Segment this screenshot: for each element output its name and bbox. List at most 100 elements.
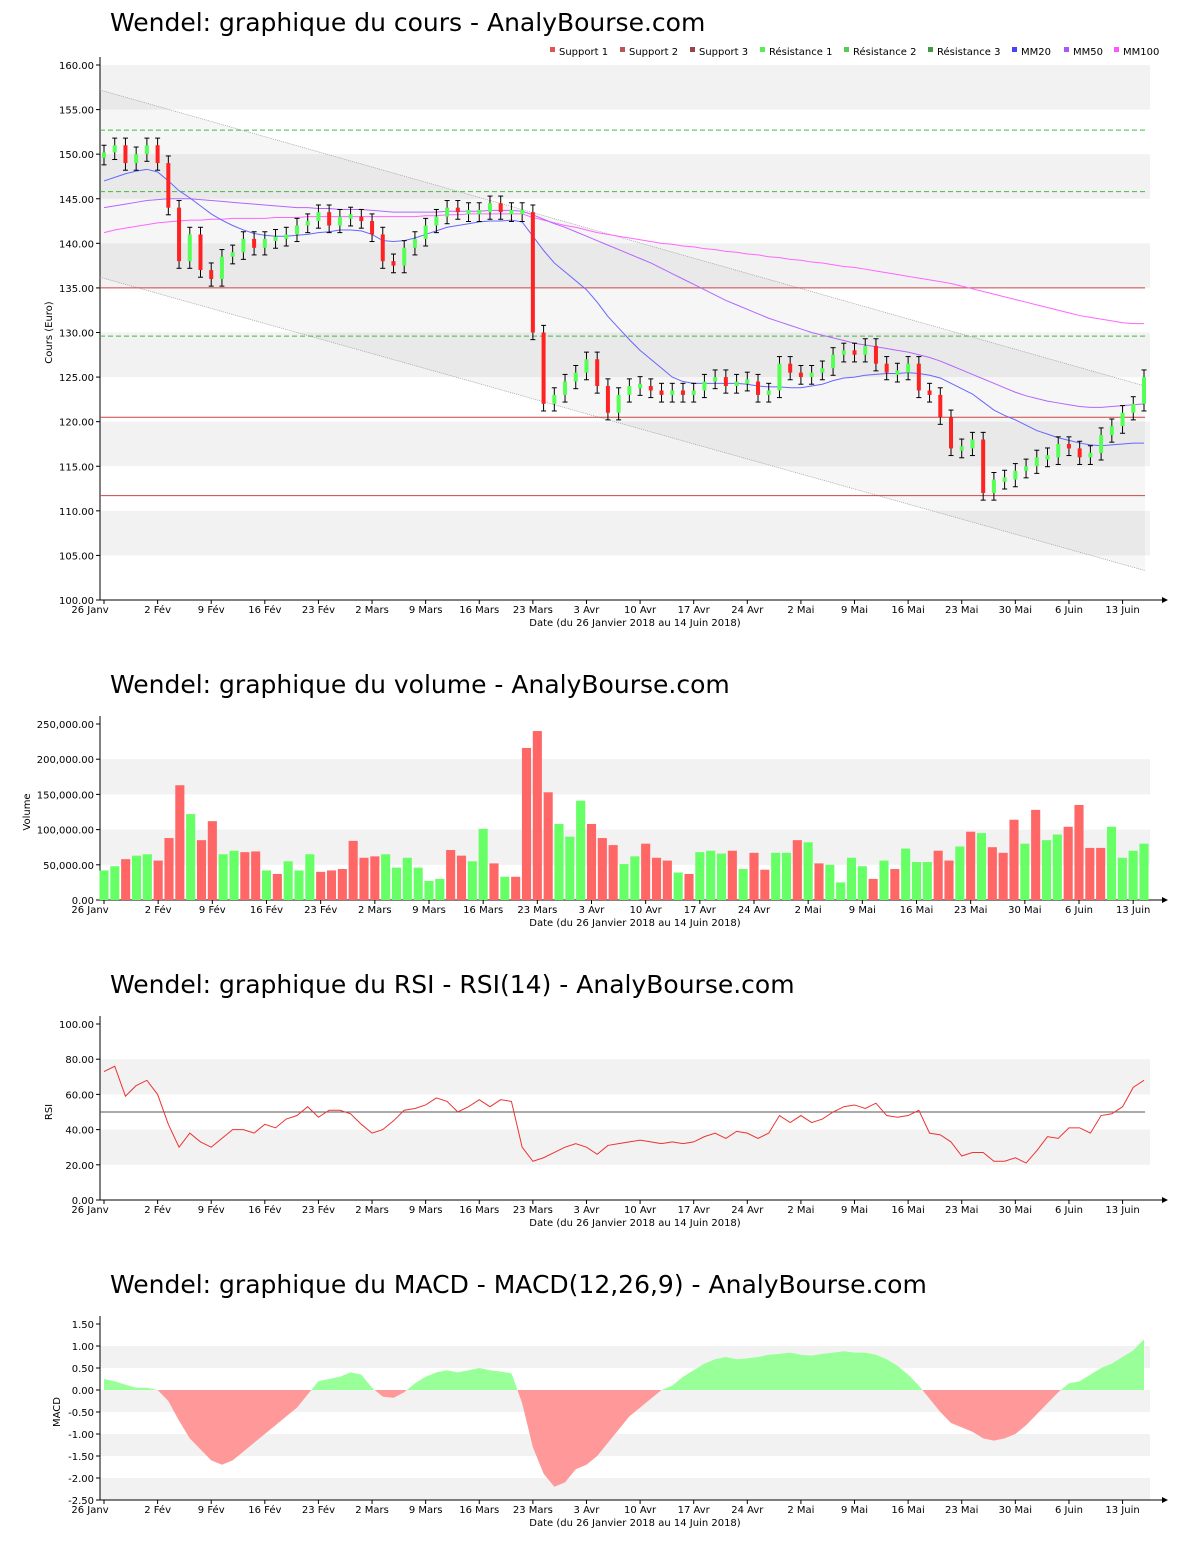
candle-body	[402, 247, 407, 266]
x-tick-label: 16 Mai	[891, 1205, 924, 1216]
volume-bar	[901, 848, 911, 900]
volume-bar	[1074, 804, 1084, 900]
x-tick-label: 3 Avr	[579, 905, 606, 916]
legend-swatch	[844, 47, 849, 52]
candle-body	[745, 379, 750, 384]
macd-chart-title: Wendel: graphique du MACD - MACD(12,26,9…	[110, 1270, 927, 1299]
volume-bar	[749, 852, 759, 900]
candle-body	[1056, 443, 1061, 458]
volume-bar	[240, 852, 250, 900]
candle-body	[1066, 443, 1071, 449]
grid-band	[100, 759, 1150, 795]
legend-swatch	[1064, 47, 1069, 52]
candle-body	[552, 394, 557, 404]
candle-body	[1088, 452, 1093, 458]
candle-body	[509, 209, 514, 215]
candle-body	[638, 383, 643, 389]
x-tick-label: 17 Avr	[678, 605, 711, 616]
y-tick-label: -1.50	[68, 1452, 94, 1463]
mm100-line	[103, 213, 1144, 325]
macd-positive-area	[1060, 1339, 1144, 1390]
rsi-chart-panel: Wendel: graphique du RSI - RSI(14) - Ana…	[0, 950, 1200, 1240]
x-tick-label: 16 Mars	[459, 605, 499, 616]
candle-body	[273, 236, 278, 242]
volume-bar	[673, 872, 683, 900]
x-tick-label: 23 Fév	[302, 1204, 335, 1216]
volume-bar	[446, 850, 456, 900]
price-chart-panel: Wendel: graphique du cours - AnalyBourse…	[0, 0, 1200, 640]
volume-bar	[868, 878, 878, 900]
macd-positive-area	[406, 1368, 518, 1390]
candle-body	[777, 363, 782, 391]
candle-body	[541, 332, 546, 404]
candle-body	[477, 209, 482, 215]
candle-body	[820, 368, 825, 373]
x-tick-label: 9 Fév	[198, 1504, 225, 1516]
candle-body	[1120, 412, 1125, 427]
volume-bar	[1020, 843, 1030, 900]
x-tick-label: 2 Mai	[795, 905, 822, 916]
y-tick-label: 0.00	[72, 1196, 94, 1207]
y-axis-title: RSI	[44, 1104, 55, 1120]
volume-bar	[695, 852, 705, 900]
volume-bar	[229, 850, 239, 900]
volume-bar	[651, 857, 662, 900]
grid-band	[100, 510, 1150, 556]
x-tick-label: 30 Mai	[999, 605, 1032, 616]
volume-bar	[370, 856, 380, 900]
candle-body	[573, 372, 578, 382]
volume-bar	[641, 843, 651, 900]
grid-band	[100, 1059, 1150, 1095]
x-tick-label: 16 Mars	[463, 905, 503, 916]
candle-body	[680, 390, 685, 395]
x-tick-label: 26 Janv	[71, 905, 108, 916]
macd-negative-area	[157, 1390, 312, 1465]
x-tick-label: 16 Mai	[900, 905, 933, 916]
x-tick-label: 23 Mars	[513, 1505, 553, 1516]
candle-body	[605, 386, 610, 413]
macd-positive-area	[104, 1379, 158, 1390]
x-axis-arrow	[1162, 597, 1168, 603]
x-tick-label: 17 Avr	[684, 905, 717, 916]
x-tick-label: 2 Fév	[144, 1504, 171, 1516]
candle-body	[327, 212, 332, 226]
candle-body	[1024, 466, 1029, 471]
x-tick-label: 2 Fév	[145, 904, 172, 916]
macd-positive-area	[661, 1351, 923, 1390]
candle-body	[284, 234, 289, 239]
y-tick-label: 0.00	[72, 1386, 94, 1397]
x-tick-label: 23 Mai	[945, 605, 978, 616]
candle-body	[241, 238, 246, 253]
volume-bar	[1009, 819, 1019, 900]
volume-bar	[630, 856, 640, 900]
candle-body	[412, 238, 417, 248]
grid-band	[100, 1346, 1150, 1368]
legend-swatch	[760, 47, 765, 52]
x-tick-label: 30 Mai	[999, 1505, 1032, 1516]
y-tick-label: 160.00	[59, 61, 94, 72]
x-tick-label: 13 Juin	[1105, 1205, 1139, 1216]
candle-body	[305, 221, 310, 226]
volume-bar	[1128, 850, 1138, 900]
candle-body	[230, 252, 235, 257]
macd-chart-panel: Wendel: graphique du MACD - MACD(12,26,9…	[0, 1250, 1200, 1550]
volume-bar	[121, 859, 131, 900]
y-tick-label: 130.00	[59, 329, 94, 340]
x-axis-title: Date (du 26 Janvier 2018 au 14 Juin 2018…	[529, 918, 741, 929]
y-tick-label: 150,000.00	[37, 790, 94, 801]
candle-body	[445, 207, 450, 217]
volume-bar	[521, 747, 532, 900]
x-tick-label: 23 Mai	[945, 1505, 978, 1516]
volume-bar	[218, 854, 228, 900]
candle-body	[102, 152, 106, 158]
candle-body	[294, 225, 299, 235]
x-tick-label: 9 Mai	[841, 1205, 868, 1216]
volume-bar	[771, 852, 781, 900]
y-tick-label: 1.00	[72, 1342, 94, 1353]
volume-bar	[467, 861, 477, 900]
volume-bar	[1041, 840, 1052, 900]
volume-bar	[1085, 847, 1095, 900]
volume-bar	[1106, 826, 1117, 900]
x-tick-label: 23 Fév	[302, 1504, 335, 1516]
candle-body	[734, 381, 739, 386]
